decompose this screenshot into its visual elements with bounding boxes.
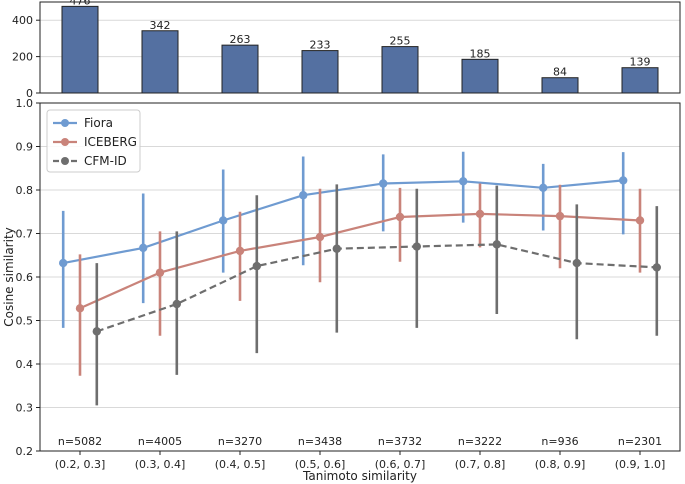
data-point bbox=[635, 216, 645, 225]
bar-chart-grid bbox=[40, 19, 680, 94]
data-point bbox=[459, 177, 468, 186]
line-y-tick-label: 1.0 bbox=[16, 97, 34, 110]
data-point bbox=[92, 327, 102, 336]
bar-3 bbox=[301, 50, 339, 94]
series-line bbox=[96, 243, 657, 333]
x-tick-label-5: (0.7, 0.8] bbox=[455, 458, 506, 471]
data-point bbox=[139, 243, 148, 253]
data-point bbox=[155, 268, 165, 277]
bar-chart-frame bbox=[39, 1, 681, 94]
bar-4 bbox=[381, 46, 419, 94]
legend-label-1: ICEBERG bbox=[84, 135, 137, 149]
data-point bbox=[172, 299, 181, 309]
bar-chart-bars bbox=[61, 5, 659, 94]
data-point bbox=[572, 258, 581, 268]
data-point bbox=[475, 209, 485, 219]
x-tick-label-1: (0.3, 0.4] bbox=[135, 458, 186, 471]
line-chart-x-ticks: (0.2, 0.3] (0.3, 0.4] (0.4, 0.5] (0.5, 0.6]… bbox=[55, 451, 666, 471]
bar-y-tick-label: 200 bbox=[12, 51, 33, 64]
bar-value-label-7: 139 bbox=[630, 56, 651, 69]
line-chart-panel: n=5082 n=4005 n=3270 n=3438 n=3732 n=3222 n=93… bbox=[2, 97, 681, 483]
sample-count-2: n=3270 bbox=[218, 435, 262, 448]
line-y-tick-label: 0.7 bbox=[16, 228, 34, 241]
y-axis-label: Cosine similarity bbox=[2, 227, 16, 326]
series-line bbox=[62, 179, 624, 265]
legend-label-2: CFM-ID bbox=[84, 154, 127, 168]
data-point bbox=[75, 304, 85, 313]
bar-value-label-0: 476 bbox=[70, 0, 91, 7]
x-tick-label-0: (0.2, 0.3] bbox=[55, 458, 106, 471]
bar-6 bbox=[541, 77, 579, 94]
bar-value-label-5: 185 bbox=[470, 47, 491, 60]
x-tick-label-6: (0.8, 0.9] bbox=[535, 458, 586, 471]
line-chart-frame bbox=[39, 102, 681, 452]
line-y-tick-label: 0.6 bbox=[16, 271, 34, 284]
sample-count-0: n=5082 bbox=[58, 435, 102, 448]
bar-5 bbox=[461, 58, 499, 94]
bar-2 bbox=[221, 44, 259, 94]
sample-count-4: n=3732 bbox=[378, 435, 422, 448]
sample-count-6: n=936 bbox=[541, 435, 578, 448]
bar-chart-y-ticks: 0 200 400 bbox=[12, 14, 40, 100]
legend-box bbox=[46, 109, 141, 173]
bar-y-tick-label: 400 bbox=[12, 14, 33, 27]
x-tick-label-7: (0.9, 1.0] bbox=[615, 458, 666, 471]
data-point bbox=[235, 246, 245, 256]
legend-label-0: Fiora bbox=[84, 116, 113, 130]
data-point bbox=[332, 244, 341, 253]
series-iceberg bbox=[75, 183, 645, 376]
legend: Fiora ICEBERG CFM-ID bbox=[46, 109, 141, 173]
line-y-tick-label: 0.5 bbox=[16, 315, 34, 328]
x-tick-label-2: (0.4, 0.5] bbox=[215, 458, 266, 471]
line-y-tick-label: 0.3 bbox=[16, 402, 34, 415]
data-point bbox=[379, 179, 388, 188]
data-point bbox=[59, 258, 68, 268]
series-cfm-id bbox=[92, 184, 661, 406]
data-point bbox=[395, 212, 405, 222]
bar-chart-value-labels: 476 342 263 233 255 185 84 139 bbox=[70, 0, 651, 79]
legend-marker-1 bbox=[61, 138, 69, 146]
line-y-tick-label: 0.8 bbox=[16, 184, 34, 197]
data-point bbox=[619, 176, 628, 185]
data-point bbox=[219, 216, 228, 225]
legend-marker-2 bbox=[61, 157, 69, 165]
bar-y-tick-label: 0 bbox=[26, 87, 33, 100]
bar-value-label-2: 263 bbox=[230, 33, 251, 46]
bar-7 bbox=[621, 67, 659, 94]
bar-value-label-1: 342 bbox=[150, 19, 171, 32]
sample-count-7: n=2301 bbox=[618, 435, 662, 448]
bar-value-label-6: 84 bbox=[553, 66, 567, 79]
bar-value-label-4: 255 bbox=[390, 35, 411, 48]
line-y-tick-label: 0.4 bbox=[16, 358, 34, 371]
legend-marker-0 bbox=[61, 119, 69, 127]
x-tick-label-4: (0.6, 0.7] bbox=[375, 458, 426, 471]
line-y-tick-label: 0.2 bbox=[16, 445, 34, 458]
bar-0 bbox=[61, 5, 99, 94]
sample-count-5: n=3222 bbox=[458, 435, 502, 448]
line-chart-series bbox=[59, 151, 661, 406]
bar-value-label-3: 233 bbox=[310, 39, 331, 52]
data-point bbox=[492, 240, 501, 249]
sample-count-3: n=3438 bbox=[298, 435, 342, 448]
data-point bbox=[539, 183, 548, 193]
data-point bbox=[652, 263, 661, 272]
bar-chart-panel: 476 342 263 233 255 185 84 139 0 200 400 bbox=[12, 0, 681, 100]
line-chart-y-ticks: 0.2 0.3 0.4 0.5 0.6 0.7 0.8 0.9 1.0 bbox=[16, 97, 40, 458]
sample-count-1: n=4005 bbox=[138, 435, 182, 448]
data-point bbox=[412, 242, 421, 251]
data-point bbox=[555, 211, 565, 221]
data-point bbox=[299, 191, 308, 200]
line-y-tick-label: 0.9 bbox=[16, 141, 34, 154]
x-axis-label: Tanimoto similarity bbox=[302, 469, 417, 483]
series-line bbox=[79, 212, 641, 310]
series-fiora bbox=[59, 151, 628, 328]
sample-count-labels: n=5082 n=4005 n=3270 n=3438 n=3732 n=3222 n=93… bbox=[58, 435, 662, 448]
bar-1 bbox=[141, 30, 179, 94]
x-tick-label-3: (0.5, 0.6] bbox=[295, 458, 346, 471]
data-point bbox=[252, 261, 261, 271]
data-point bbox=[315, 232, 325, 242]
